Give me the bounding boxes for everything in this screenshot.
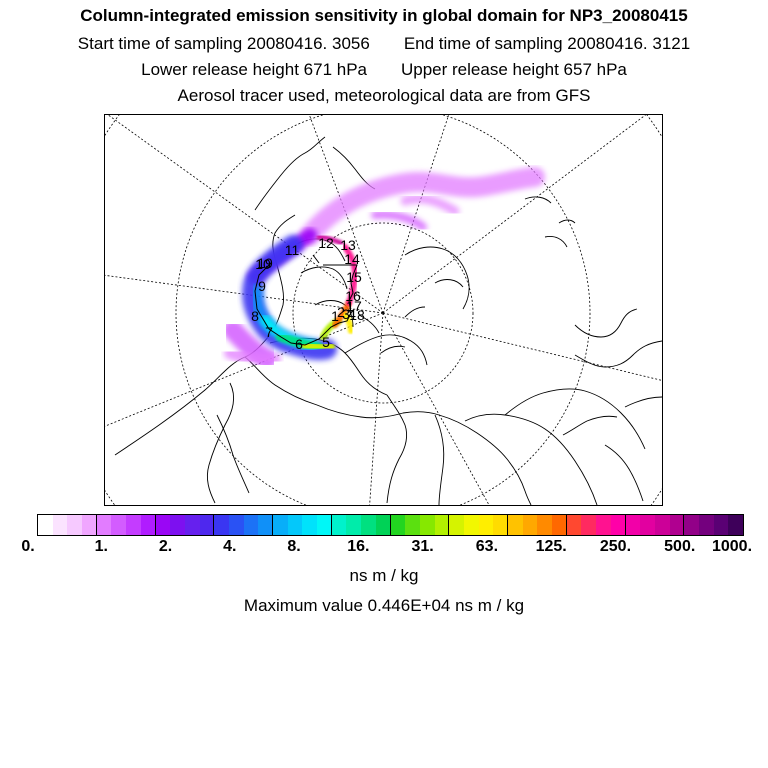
colorbar-tick-label: 1. bbox=[94, 538, 108, 555]
colorbar-segment bbox=[126, 515, 141, 535]
colorbar-segment bbox=[111, 515, 127, 535]
colorbar-segment bbox=[317, 515, 332, 535]
colorbar-segment bbox=[728, 515, 743, 535]
colorbar-segment bbox=[140, 515, 156, 535]
colorbar-segment bbox=[610, 515, 626, 535]
colorbar-units: ns m / kg bbox=[349, 566, 419, 585]
lower-release-height: Lower release height 671 hPa bbox=[141, 60, 367, 79]
map-canvas: 1 2 3 4 5 6 7 8 9 10 11 12 13 14 15 16 1… bbox=[105, 115, 662, 505]
colorbar-segment bbox=[566, 515, 582, 535]
track-label: 14 bbox=[344, 251, 360, 267]
maximum-value: Maximum value 0.446E+04 ns m / kg bbox=[243, 596, 525, 615]
colorbar-segment bbox=[537, 515, 553, 535]
release-height-line: Lower release height 671 hPa Upper releas… bbox=[0, 60, 768, 80]
colorbar-segment bbox=[331, 515, 347, 535]
track-label: 5 bbox=[322, 334, 330, 350]
colorbar-tick-label: 8. bbox=[287, 538, 301, 555]
track-label: 7 bbox=[265, 324, 273, 340]
track-label: 16 bbox=[345, 288, 361, 304]
track-label: 12 bbox=[318, 235, 334, 251]
colorbar-segment bbox=[625, 515, 641, 535]
track-label: 1 bbox=[331, 308, 339, 324]
track-label: 3 bbox=[342, 306, 350, 322]
polar-map: 1 2 3 4 5 6 7 8 9 10 11 12 13 14 15 16 1… bbox=[104, 114, 663, 506]
colorbar-segment bbox=[581, 515, 597, 535]
colorbar-segment bbox=[273, 515, 288, 535]
colorbar-segment bbox=[713, 515, 729, 535]
track-label: 10 bbox=[255, 256, 271, 272]
colorbar-tick-label: 125. bbox=[535, 538, 567, 555]
colorbar-segment bbox=[640, 515, 655, 535]
colorbar-segment bbox=[184, 515, 200, 535]
colorbar-tick-label: 250. bbox=[599, 538, 632, 555]
colorbar-segment bbox=[243, 515, 259, 535]
colorbar bbox=[37, 514, 744, 536]
colorbar-segment bbox=[214, 515, 229, 535]
colorbar-segment bbox=[199, 515, 215, 535]
colorbar-segment bbox=[522, 515, 538, 535]
colorbar-segment bbox=[67, 515, 83, 535]
colorbar-tick-label: 31. bbox=[411, 538, 434, 555]
start-time: Start time of sampling 20080416. 3056 bbox=[77, 34, 370, 53]
colorbar-segment bbox=[684, 515, 699, 535]
track-label: 2 bbox=[337, 304, 345, 320]
colorbar-tick-label: 2. bbox=[158, 538, 173, 555]
colorbar-segment bbox=[346, 515, 362, 535]
track-label: 4 bbox=[348, 306, 356, 322]
track-labels: 1 2 3 4 5 6 7 8 9 10 11 12 13 14 15 16 1… bbox=[251, 235, 365, 352]
colorbar-segment bbox=[52, 515, 68, 535]
colorbar-segment bbox=[405, 515, 420, 535]
colorbar-segment bbox=[669, 515, 685, 535]
colorbar-tick-label: 500. bbox=[664, 538, 696, 555]
colorbar-segment bbox=[552, 515, 567, 535]
colorbar-segment bbox=[508, 515, 523, 535]
colorbar-segment bbox=[434, 515, 450, 535]
colorbar-segment bbox=[375, 515, 391, 535]
colorbar-segment bbox=[463, 515, 479, 535]
colorbar-segment bbox=[596, 515, 611, 535]
colorbar-tick-labels: 0. 1. 2. 4. 8. 16. 31. 63. 125. 250. 500. 1000. bbox=[0, 538, 768, 558]
colorbar-segment bbox=[654, 515, 670, 535]
trajectory-line bbox=[254, 254, 358, 346]
colorbar-tick-label: 1000. bbox=[711, 538, 753, 555]
colorbar-segment bbox=[302, 515, 318, 535]
sampling-time-line: Start time of sampling 20080416. 3056 End… bbox=[0, 34, 768, 54]
colorbar-segment bbox=[493, 515, 508, 535]
colorbar-tick-label: 0. bbox=[21, 538, 35, 555]
colorbar-segment bbox=[698, 515, 714, 535]
track-label: 8 bbox=[251, 308, 259, 324]
colorbar-segment bbox=[419, 515, 435, 535]
colorbar-tick-label: 16. bbox=[347, 538, 370, 555]
track-label: 15 bbox=[346, 269, 362, 285]
emission-sensitivity-plume bbox=[223, 167, 545, 369]
track-label: 19 bbox=[257, 255, 273, 271]
colorbar-tick-label: 4. bbox=[223, 538, 237, 555]
colorbar-segment bbox=[96, 515, 112, 535]
track-label: 6 bbox=[295, 336, 303, 352]
colorbar-segment bbox=[478, 515, 494, 535]
tracer-note: Aerosol tracer used, meteorological data… bbox=[177, 86, 591, 105]
colorbar-segment bbox=[361, 515, 376, 535]
colorbar-segment bbox=[170, 515, 185, 535]
colorbar-segment bbox=[38, 515, 53, 535]
coastlines bbox=[114, 136, 662, 505]
colorbar-segment bbox=[82, 515, 97, 535]
colorbar-segment bbox=[228, 515, 244, 535]
colorbar-tick-label: 63. bbox=[475, 538, 499, 555]
track-label: 13 bbox=[340, 237, 356, 253]
graticule bbox=[105, 115, 662, 505]
track-label: 18 bbox=[349, 307, 365, 323]
track-label: 11 bbox=[285, 242, 300, 258]
colorbar-segment bbox=[449, 515, 464, 535]
colorbar-segment bbox=[258, 515, 273, 535]
colorbar-segment bbox=[287, 515, 303, 535]
track-label: 9 bbox=[258, 278, 266, 294]
colorbar-segment bbox=[390, 515, 406, 535]
colorbar-segment bbox=[155, 515, 171, 535]
upper-release-height: Upper release height 657 hPa bbox=[401, 60, 627, 79]
track-label: 17 bbox=[346, 298, 362, 314]
plot-title: Column-integrated emission sensitivity i… bbox=[80, 6, 688, 25]
end-time: End time of sampling 20080416. 3121 bbox=[403, 34, 691, 53]
